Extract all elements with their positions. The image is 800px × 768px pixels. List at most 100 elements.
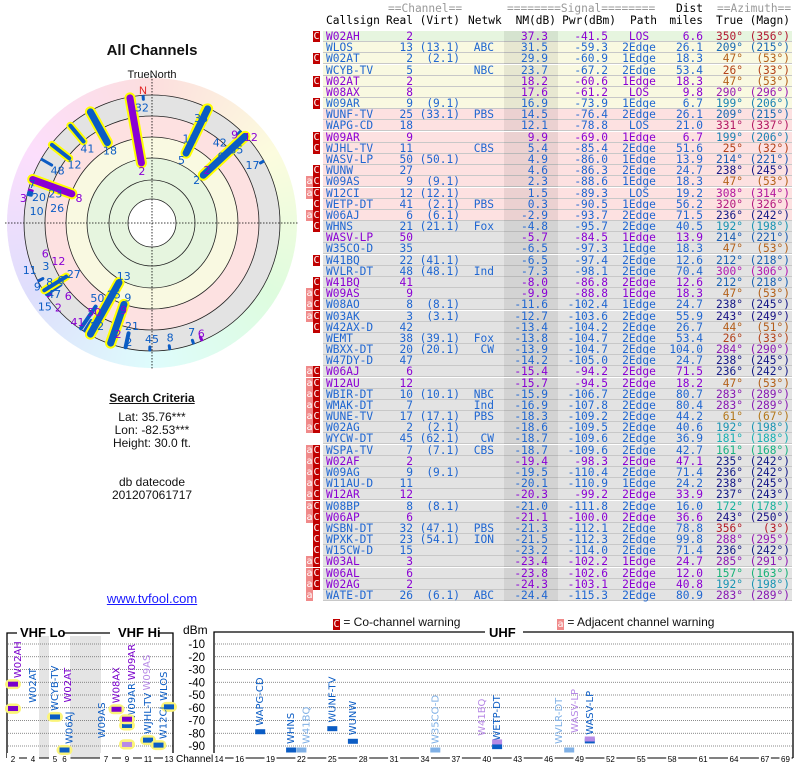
table-row[interactable]: C W02AT 2 18.2 -60.6 1Edge 18.3 47° (53°): [0, 76, 800, 87]
table-row[interactable]: a C W09AS 9 -9.9 -88.8 1Edge 18.3 47° (53°): [0, 288, 800, 299]
table-row[interactable]: WEMT 38 (39.1) Fox -13.8 -104.7 2Edge 53.4 26° (3…: [0, 333, 800, 344]
table-row[interactable]: W47DY-D 47 -14.2 -105.0 2Edge 24.7 238° (245°): [0, 355, 800, 366]
adjacent-channel-warning-icon: a: [306, 567, 313, 579]
station-highlight: [119, 714, 135, 725]
row-background: [323, 42, 792, 54]
station-channel-label: 9: [124, 291, 131, 304]
table-row[interactable]: W08AX 8 17.6 -61.2 LOS 9.8 290° (296°): [0, 87, 800, 98]
true-azimuth: 285°: [716, 555, 743, 569]
table-row[interactable]: C W02AH 2 37.3 -41.5 LOS 6.6 350° (356°): [0, 31, 800, 42]
table-row[interactable]: a C W02AF 2 -19.4 -98.3 2Edge 47.1 235° (242°): [0, 456, 800, 467]
callsign: W09AR: [326, 97, 360, 111]
adjacent-channel-warning-icon: a: [306, 478, 313, 490]
magnetic-azimuth: (32°): [756, 141, 790, 155]
table-row[interactable]: WVLR-DT 48 (48.1) Ind -7.3 -98.1 2Edge 70.4 300°…: [0, 266, 800, 277]
tick-bg: [542, 753, 555, 763]
table-row[interactable]: a C W03AL 3 -23.4 -102.2 1Edge 24.7 285° (291°): [0, 555, 800, 569]
power: -94.5: [574, 376, 608, 390]
table-row[interactable]: C WPXK-DT 23 (54.1) ION -21.5 -112.3 2Edge 99.8 2…: [0, 534, 800, 545]
table-row[interactable]: a C W12AU 12 -15.7 -94.5 2Edge 18.2 47° (53°): [0, 376, 800, 390]
noise-margin: 18.2: [521, 74, 548, 88]
table-row[interactable]: a C W09AG 9 (9.1) -19.5 -110.4 2Edge 71.4 236° (24…: [0, 467, 800, 478]
real-channel: 48: [399, 264, 413, 278]
table-row[interactable]: a C W12CI 12 (12.1) 1.5 -89.3 LOS 19.2 308° (314°): [0, 187, 800, 199]
row-background: [323, 288, 792, 300]
table-row[interactable]: C WETP-DT 41 (2.1) PBS 0.3 -90.5 1Edge 56.2 320° (…: [0, 199, 800, 210]
table-row[interactable]: C W41BQ 41 -8.0 -86.8 2Edge 12.6 212° (218°): [0, 277, 800, 288]
station-channel-label: 11: [23, 264, 37, 277]
table-row[interactable]: C W09AR 9 (9.1) 16.9 -73.9 1Edge 6.7 199° (206°): [0, 98, 800, 109]
path: 2Edge: [622, 220, 656, 234]
table-row[interactable]: a C W02AG 2 (2.1) -18.6 -109.5 2Edge 40.6 192° (19…: [0, 422, 800, 433]
nm-column-shade: [504, 209, 558, 221]
table-row[interactable]: a C W09AS 9 (9.1) 2.3 -88.6 1Edge 18.3 47° (53°): [0, 176, 800, 187]
table-row[interactable]: a C W08BP 8 (8.1) -21.0 -111.8 2Edge 16.0 172° (17…: [0, 499, 800, 513]
table-row[interactable]: C W42AX-D 42 -13.4 -104.2 2Edge 26.7 44° (51°): [0, 322, 800, 333]
table-row[interactable]: a C WSPA-TV 7 (7.1) CBS -18.7 -109.6 2Edge 42.7 16…: [0, 445, 800, 456]
table-row[interactable]: WASV-LP 50 -5.7 -84.5 1Edge 13.9 214° (221°): [0, 232, 800, 243]
table-row[interactable]: a C W06AL 6 -23.8 -102.6 2Edge 12.0 157° (163°): [0, 568, 800, 579]
chart-title: All Channels: [106, 42, 198, 59]
table-row[interactable]: C WUNW 27 4.6 -86.3 2Edge 24.7 238° (245°): [0, 165, 800, 176]
station-highlight: [119, 720, 135, 731]
true-azimuth: 26°: [722, 331, 743, 345]
table-row[interactable]: WYCW-DT 45 (62.1) CW -18.7 -109.6 2Edge 36.9 181…: [0, 432, 800, 446]
azimuth-color-sector: [221, 327, 236, 345]
true-azimuth: 243°: [716, 510, 743, 524]
table-row[interactable]: C WHNS 21 (21.1) Fox -4.8 -95.7 2Edge 40.5 192° (1…: [0, 221, 800, 232]
table-row[interactable]: a WATE-DT 26 (6.1) ABC -24.4 -115.3 2Edge 80.9 28…: [0, 590, 800, 601]
true-azimuth: 172°: [716, 499, 743, 513]
true-azimuth: 47°: [722, 376, 743, 390]
azimuth-color-sector: [276, 247, 295, 257]
table-row[interactable]: C W02AT 2 (2.1) 29.9 -60.9 1Edge 18.3 47° (53°): [0, 53, 800, 64]
azimuth-color-sector: [217, 330, 231, 348]
virtual-channel: (9.1): [426, 97, 460, 111]
table-row[interactable]: C W15CW-D 15 -23.2 -114.0 2Edge 71.4 236° (242°): [0, 545, 800, 556]
table-row[interactable]: W35CO-D 35 -6.5 -97.3 1Edge 18.3 47° (53°): [0, 243, 800, 255]
virtual-channel: (9.1): [426, 175, 460, 189]
true-azimuth: 284°: [716, 343, 743, 357]
callsign: W11AU-D: [326, 477, 374, 491]
table-row[interactable]: a C WBIR-DT 10 (10.1) NBC -15.9 -106.7 2Edge 80.7…: [0, 389, 800, 400]
table-row[interactable]: C WJHL-TV 11 CBS 5.4 -85.4 2Edge 51.6 25° (32°): [0, 143, 800, 154]
adjacent-channel-warning-icon: a: [306, 489, 313, 501]
azimuth-color-sector: [214, 96, 228, 114]
table-row[interactable]: a C WUNE-TV 17 (17.1) PBS -18.3 -109.2 2Edge 44.2…: [0, 411, 800, 422]
table-row[interactable]: WASV-LP 50 (50.1) 4.9 -86.0 1Edge 13.9 214° (221…: [0, 154, 800, 165]
azimuth-color-sector: [274, 256, 293, 266]
table-row[interactable]: a C W08AO 8 (8.1) -11.6 -102.4 1Edge 24.7 238° (24…: [0, 299, 800, 310]
table-row[interactable]: C W09AR 9 9.9 -69.0 1Edge 6.7 199° (206°): [0, 132, 800, 143]
table-row[interactable]: C W41BQ 22 (41.1) -6.5 -97.4 2Edge 12.6 212° (218…: [0, 254, 800, 266]
table-row[interactable]: a C W06AJ 6 -15.4 -94.2 2Edge 71.5 236° (242°): [0, 366, 800, 377]
azimuth-color-sector: [7, 214, 25, 221]
table-row[interactable]: C WSBN-DT 32 (47.1) PBS -21.3 -112.1 2Edge 78.8 3…: [0, 523, 800, 534]
path: 2Edge: [622, 343, 656, 357]
table-row[interactable]: a C W11AU-D 11 -20.1 -110.9 1Edge 24.2 238° (245°…: [0, 478, 800, 489]
station-channel-label: 12: [51, 255, 65, 268]
table-row[interactable]: a C W06AJ 6 (6.1) -2.9 -93.7 2Edge 71.5 236° (242°…: [0, 210, 800, 221]
table-row[interactable]: a C W02AG 2 -24.3 -103.1 2Edge 40.8 192° (198°): [0, 579, 800, 590]
table-row[interactable]: a C W06AP 6 -21.1 -100.0 2Edge 36.6 243° (250°): [0, 512, 800, 523]
azimuth-color-sector: [251, 300, 268, 315]
true-azimuth: 192°: [716, 577, 743, 591]
path: 1Edge: [622, 175, 656, 189]
table-row[interactable]: a C W03AK 3 (3.1) -12.7 -103.6 2Edge 55.9 243° (24…: [0, 310, 800, 322]
station-power-mark: [59, 747, 70, 753]
station-channel-label: 6: [42, 248, 49, 261]
station-channel-label: 35: [229, 144, 243, 157]
table-row[interactable]: WLOS 13 (13.1) ABC 31.5 -59.3 2Edge 26.1 209° (21…: [0, 42, 800, 53]
table-row[interactable]: WAPG-CD 18 12.1 -78.8 LOS 21.0 331° (337°): [0, 120, 800, 132]
power: -109.2: [567, 410, 608, 424]
station-highlight: [119, 739, 135, 750]
table-row[interactable]: a C W12AR 12 -20.3 -99.2 2Edge 33.9 237° (243°): [0, 489, 800, 500]
table-row[interactable]: WBXX-DT 20 (20.1) CW -13.9 -104.7 2Edge 104.0 28…: [0, 344, 800, 355]
noise-margin: -20.3: [514, 488, 548, 502]
table-row[interactable]: WCYB-TV 5 NBC 23.7 -67.2 2Edge 53.4 26° (33°): [0, 64, 800, 76]
table-row[interactable]: WUNF-TV 25 (33.1) PBS 14.5 -76.4 2Edge 26.1 209°…: [0, 109, 800, 120]
real-channel: 6: [406, 365, 413, 379]
distance: 36.9: [676, 432, 703, 446]
table-row[interactable]: a C WMAK-DT 7 Ind -16.9 -107.8 2Edge 80.4 283° (28…: [0, 400, 800, 411]
tvfool-link[interactable]: www.tvfool.com: [106, 591, 198, 606]
path: 2Edge: [622, 264, 656, 278]
co-channel-legend: C = Co-channel warning: [333, 616, 460, 630]
